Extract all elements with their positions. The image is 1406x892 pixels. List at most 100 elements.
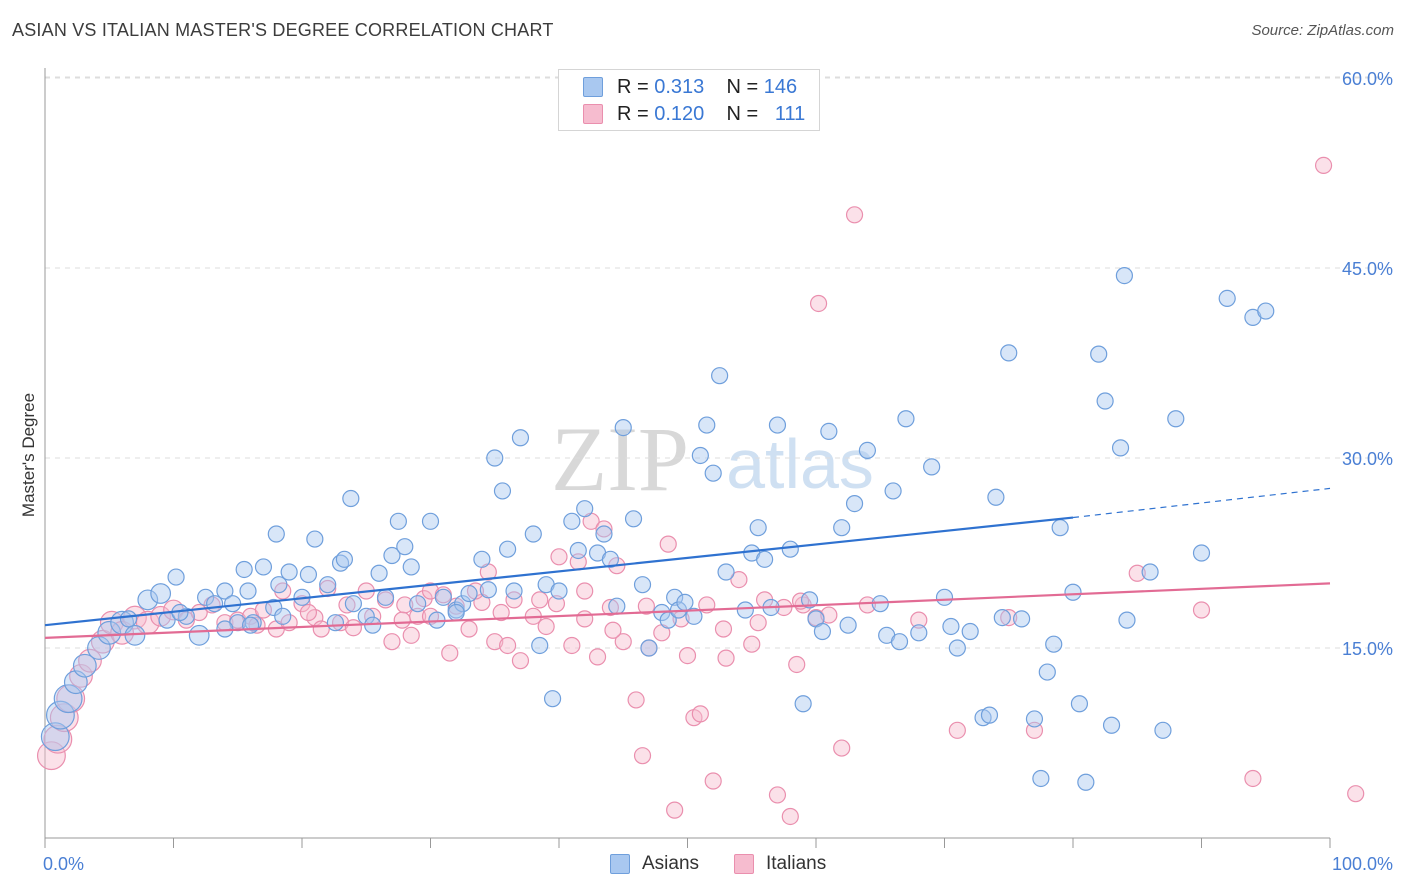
asians-point-103 (935, 588, 954, 606)
asians-point-57 (524, 525, 542, 543)
asians-point-127 (1154, 721, 1172, 739)
asians-point-101 (910, 624, 928, 642)
italians-point-109 (637, 597, 655, 615)
asians-point-17 (224, 595, 242, 613)
italians-point-102 (402, 626, 420, 644)
italians-point-67 (717, 649, 735, 667)
asians-point-137 (447, 603, 465, 622)
asians-point-117 (1064, 583, 1082, 601)
asians-point-48 (454, 595, 472, 613)
y-tick-label-2: 45.0% (1342, 259, 1393, 279)
italians-point-86 (1128, 564, 1146, 582)
asians-point-96 (858, 441, 877, 459)
asians-point-116 (1051, 519, 1069, 537)
asians-point-140 (839, 616, 857, 634)
asians-point-99 (884, 482, 902, 500)
asians-point-6 (97, 620, 122, 645)
legend-r-label: R = (617, 76, 649, 98)
asians-point-107 (980, 706, 999, 724)
italians-point-75 (788, 655, 806, 674)
asians-point-105 (961, 622, 979, 641)
legend-n-label: N = (726, 103, 759, 125)
italians-point-108 (547, 595, 566, 613)
stats-legend: R = 0.313 N = 146 R = 0.120 N = 111 (558, 69, 820, 131)
asians-trend-extension (1072, 487, 1331, 519)
asians-point-68 (614, 419, 632, 437)
asians-point-128 (1167, 410, 1185, 428)
asians-point-33 (335, 550, 354, 568)
asians-point-114 (1038, 663, 1056, 681)
tick-labels: 15.0% 30.0% 45.0% 60.0% 0.0% 100.0% (43, 69, 1393, 874)
asians-point-51 (479, 581, 497, 599)
asians-point-2 (53, 684, 83, 714)
italians-legend-label: Italians (766, 853, 827, 874)
asians-point-13 (188, 624, 210, 646)
asians-point-89 (794, 695, 812, 713)
asians-point-76 (676, 593, 694, 612)
asians-point-85 (749, 519, 767, 537)
asians-point-29 (306, 530, 324, 548)
italians-point-36 (441, 644, 459, 662)
italians-point-54 (614, 633, 632, 651)
italians-point-79 (833, 739, 851, 757)
watermark-atlas: atlas (726, 425, 874, 503)
asians-point-60 (543, 690, 562, 708)
italians-point-88 (1244, 769, 1262, 788)
asians-point-43 (409, 595, 427, 613)
asians-point-136 (344, 595, 362, 613)
asians-point-95 (845, 495, 864, 513)
asians-point-20 (239, 582, 257, 600)
asians-point-64 (576, 500, 594, 518)
asians-legend-label: Asians (642, 853, 700, 874)
italians-point-53 (601, 598, 620, 617)
asians-point-82 (717, 563, 735, 581)
italians-point-72 (768, 786, 787, 804)
italians-point-66 (704, 772, 722, 790)
italians-point-48 (550, 548, 568, 566)
italians-point-89 (1314, 156, 1333, 174)
y-axis-label: Master's Degree (19, 393, 38, 517)
asians-point-113 (1032, 769, 1050, 788)
asians-point-34 (342, 489, 360, 508)
asians-point-108 (987, 488, 1005, 506)
asians-point-24 (267, 525, 285, 543)
asians-point-62 (563, 512, 581, 530)
asians-point-50 (473, 550, 491, 568)
asians-point-1 (45, 700, 75, 730)
italians-point-80 (845, 206, 864, 224)
asians-swatch (583, 77, 603, 97)
asians-point-124 (1118, 611, 1136, 629)
italians-swatch (583, 104, 603, 124)
asians-point-69 (624, 510, 643, 528)
asians-point-90 (800, 591, 819, 609)
asians-point-94 (833, 519, 851, 537)
asians-point-42 (402, 558, 420, 576)
asians-point-54 (499, 540, 517, 558)
asians-point-120 (1090, 345, 1108, 363)
y-tick-label-3: 60.0% (1342, 69, 1393, 89)
legend-n-label: N = (726, 76, 759, 98)
italians-point-99 (393, 611, 411, 629)
asians-point-61 (550, 582, 568, 600)
italians-point-105 (809, 294, 828, 313)
italians-point-25 (331, 614, 350, 632)
italians-point-98 (338, 596, 356, 614)
y-tick-label-1: 30.0% (1342, 449, 1393, 469)
legend-n-value: 111 (774, 103, 806, 125)
italians-point-42 (499, 636, 517, 655)
asians-point-21 (244, 614, 262, 632)
italians-point-94 (576, 582, 594, 600)
italians-point-49 (563, 636, 581, 655)
asians-point-112 (1025, 710, 1044, 728)
asians-point-83 (736, 601, 754, 619)
italians-point-44 (511, 652, 530, 670)
asians-point-46 (434, 588, 452, 606)
asians-point-74 (666, 588, 684, 606)
italians-point-101 (299, 603, 318, 622)
italians-point-81 (858, 596, 877, 614)
legend-r-value: 0.120 (654, 103, 705, 125)
asians-point-37 (370, 564, 388, 582)
asians-point-134 (242, 616, 260, 634)
asians-point-23 (265, 598, 283, 617)
asians-point-141 (890, 633, 909, 651)
